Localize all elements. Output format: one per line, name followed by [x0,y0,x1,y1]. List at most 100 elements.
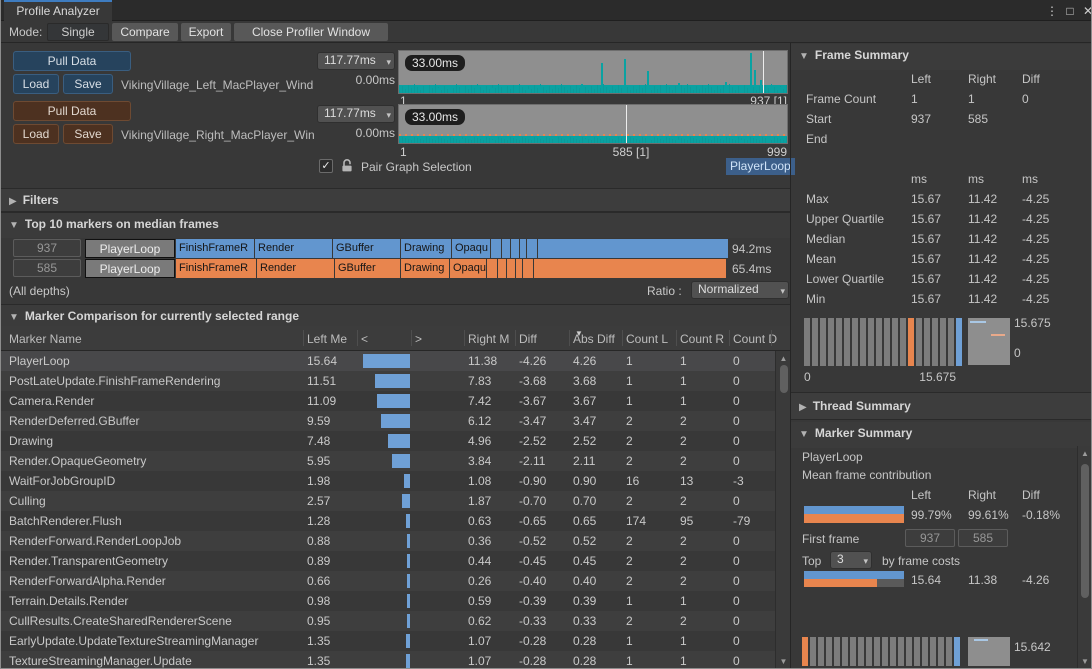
marker-comparison-row[interactable]: Camera.Render11.097.42-3.673.67110 [1,391,775,411]
frame-937-button[interactable]: 937 [13,239,81,257]
graph-noise-bar [471,140,472,143]
marker-segment[interactable] [523,259,533,278]
right-frames-graph[interactable]: 33.00ms [398,104,788,144]
marker-comparison-row[interactable]: RenderDeferred.GBuffer9.596.12-3.473.472… [1,411,775,431]
lock-icon[interactable] [340,158,354,176]
marker-comparison-row[interactable]: Render.TransparentGeometry0.890.44-0.450… [1,551,775,571]
scale-dropdown-left[interactable]: 117.77ms ▾ [317,52,395,70]
marker-segment-opaqu[interactable]: Opaqu [450,259,486,278]
first-frame-right-button[interactable]: 585 [958,529,1008,547]
column-header-abs-diff[interactable]: Abs Diff [573,332,615,346]
marker-segment[interactable] [534,259,726,278]
marker-segment[interactable] [527,239,537,258]
save-right-button[interactable]: Save [63,124,113,144]
marker-segment[interactable] [491,239,501,258]
maximize-icon[interactable]: □ [1062,3,1078,19]
marker-segment-render[interactable]: Render [255,239,332,258]
left-median: 1.28 [307,514,330,528]
marker-comparison-row[interactable]: Terrain.Details.Render0.980.59-0.390.391… [1,591,775,611]
comparison-section-header[interactable]: ▼Marker Comparison for currently selecte… [1,304,791,326]
marker-segment-gbuffer[interactable]: GBuffer [335,259,400,278]
load-right-button[interactable]: Load [13,124,59,144]
column-header-count-l[interactable]: Count L [626,332,668,346]
tab-profile-analyzer[interactable]: Profile Analyzer [4,0,112,21]
close-icon[interactable]: ✕ [1080,3,1092,19]
column-header-count-r[interactable]: Count R [680,332,724,346]
comparison-scrollbar[interactable]: ▲ ▼ [775,351,791,669]
marker-comparison-row[interactable]: Drawing7.484.96-2.522.52220 [1,431,775,451]
marker-segment-finishframer[interactable]: FinishFrameR [176,259,256,278]
marker-segment-drawing[interactable]: Drawing [401,239,451,258]
column-header-marker-name[interactable]: Marker Name [9,332,82,346]
selected-marker-chip[interactable]: PlayerLoop [726,158,795,175]
marker-segment-gbuffer[interactable]: GBuffer [333,239,400,258]
marker-segment[interactable] [516,259,522,278]
marker-segment[interactable] [502,239,510,258]
frame-summary-header[interactable]: ▼Frame Summary [791,44,1092,70]
marker-comparison-row[interactable]: EarlyUpdate.UpdateTextureStreamingManage… [1,631,775,651]
marker-comparison-row[interactable]: WaitForJobGroupID1.981.08-0.900.901613-3 [1,471,775,491]
scrollbar-thumb[interactable] [1081,464,1089,598]
marker-comparison-row[interactable]: Render.OpaqueGeometry5.953.84-2.112.1122… [1,451,775,471]
all-depths-label: (All depths) [9,284,70,298]
marker-summary-header[interactable]: ▼Marker Summary [791,422,1092,448]
marker-comparison-row[interactable]: PostLateUpdate.FinishFrameRendering11.51… [1,371,775,391]
marker-comparison-row[interactable]: Culling2.571.87-0.700.70220 [1,491,775,511]
marker-comparison-row[interactable]: CullResults.CreateSharedRendererScene0.9… [1,611,775,631]
marker-summary-scrollbar[interactable]: ▲ ▼ [1077,446,1092,669]
marker-comparison-row[interactable]: RenderForward.RenderLoopJob0.880.36-0.52… [1,531,775,551]
graph-spike [585,139,587,143]
scrollbar-thumb[interactable] [780,365,788,393]
close-profiler-window-button[interactable]: Close Profiler Window [234,23,388,41]
column-header--[interactable]: > [415,332,422,346]
chevron-down-icon: ▾ [863,554,868,569]
save-left-button[interactable]: Save [63,74,113,94]
pair-graph-selection-checkbox[interactable]: ✓ [319,159,333,173]
filters-section-header[interactable]: ▶Filters [1,188,791,212]
marker-comparison-row[interactable]: RenderForwardAlpha.Render0.660.26-0.400.… [1,571,775,591]
menu-icon[interactable]: ⋮ [1044,3,1060,19]
first-frame-left-button[interactable]: 937 [905,529,955,547]
column-header-diff[interactable]: Diff [519,332,537,346]
column-header-right-m[interactable]: Right M [468,332,509,346]
marker-segment[interactable] [507,259,515,278]
column-header--[interactable]: < [361,332,368,346]
histogram-bar [900,318,906,366]
scroll-down-icon[interactable]: ▼ [1078,657,1092,666]
ratio-dropdown[interactable]: Normalized ▾ [691,281,789,299]
graph-noise-bar [645,138,646,143]
marker-segment[interactable] [511,239,519,258]
scroll-up-icon[interactable]: ▲ [1078,449,1092,458]
pull-data-right-button[interactable]: Pull Data [13,101,131,121]
scale-dropdown-right[interactable]: 117.77ms ▾ [317,105,395,123]
mode-compare-button[interactable]: Compare [112,23,178,41]
frame-585-button[interactable]: 585 [13,259,81,277]
column-header-left-me[interactable]: Left Me [307,332,347,346]
marker-segment[interactable] [498,259,506,278]
graph-noise-bar [729,138,730,143]
marker-comparison-row[interactable]: PlayerLoop15.6411.38-4.264.26110 [1,351,775,371]
marker-segment[interactable] [538,239,728,258]
marker-segment-playerloop[interactable]: PlayerLoop [85,259,175,278]
marker-segment-render[interactable]: Render [257,259,334,278]
marker-comparison-row[interactable]: BatchRenderer.Flush1.280.63-0.650.651749… [1,511,775,531]
left-value-bar [407,614,410,628]
thread-summary-header[interactable]: ▶Thread Summary [791,392,1092,420]
mode-single-button[interactable]: Single [47,23,109,41]
export-button[interactable]: Export [181,23,231,41]
marker-comparison-row[interactable]: TextureStreamingManager.Update1.351.07-0… [1,651,775,669]
left-frames-graph[interactable]: 33.00ms [398,50,788,94]
marker-segment-opaqu[interactable]: Opaqu [452,239,490,258]
top-count-dropdown[interactable]: 3 ▾ [830,551,872,569]
marker-segment[interactable] [487,259,497,278]
top10-section-header[interactable]: ▼Top 10 markers on median frames [1,212,791,238]
pull-data-left-button[interactable]: Pull Data [13,51,131,71]
marker-segment-finishframer[interactable]: FinishFrameR [176,239,254,258]
scroll-down-icon[interactable]: ▼ [776,657,791,666]
scroll-up-icon[interactable]: ▲ [776,354,791,363]
load-left-button[interactable]: Load [13,74,59,94]
marker-segment-playerloop[interactable]: PlayerLoop [85,239,175,258]
marker-segment[interactable] [520,239,526,258]
marker-segment-drawing[interactable]: Drawing [401,259,449,278]
abs-diff: 2.11 [573,454,595,468]
